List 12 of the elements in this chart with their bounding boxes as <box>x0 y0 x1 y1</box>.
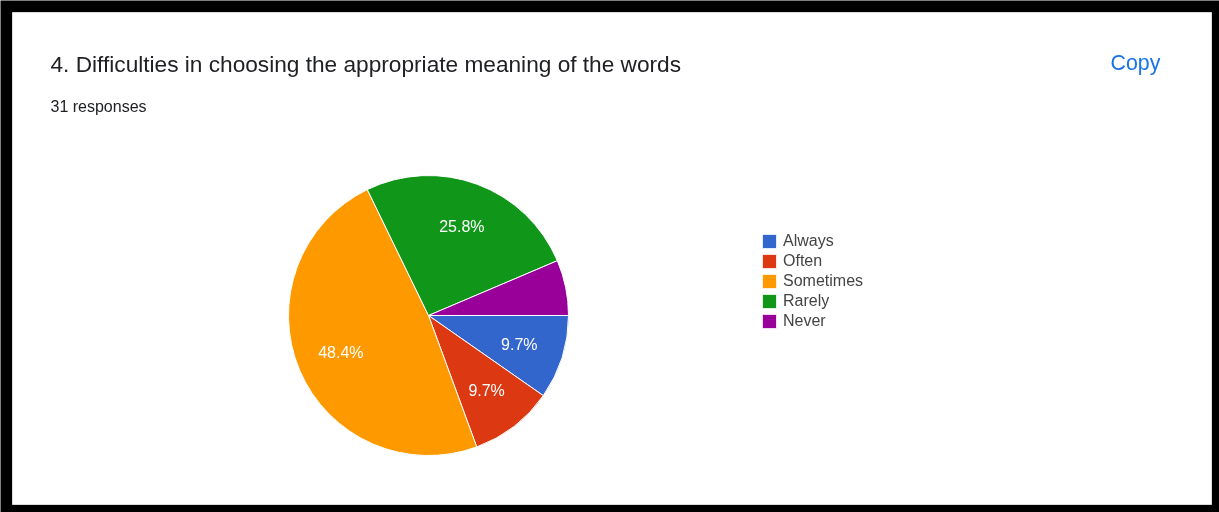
data-label: 48.4% <box>318 344 364 362</box>
text: Copy <box>1110 50 1161 75</box>
data-label: 9.7% <box>468 382 505 400</box>
data-label: 25.8% <box>439 217 485 235</box>
legend-label: Sometimes <box>783 272 864 290</box>
chart-title: 4. Difficulties in choosing the appropriate meaning of the words <box>50 50 682 77</box>
legend-label: Always <box>783 232 834 250</box>
data-label: 9.7% <box>501 335 538 353</box>
text: 31 responses <box>50 98 147 115</box>
legend-label: Never <box>783 312 826 330</box>
legend-label: Rarely <box>783 292 830 310</box>
legend-label: Often <box>783 252 823 270</box>
